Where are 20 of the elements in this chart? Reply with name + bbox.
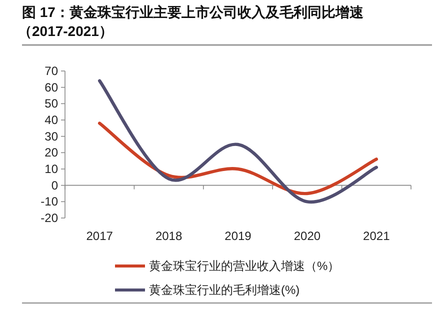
- y-tick-label: -20: [40, 211, 58, 225]
- y-tick-label: 20: [44, 146, 58, 160]
- line-series: [98, 122, 378, 196]
- legend-label: 黄金珠宝行业的毛利增速(%): [149, 283, 300, 297]
- y-tick-label: 0: [51, 178, 58, 192]
- legend-label: 黄金珠宝行业的营业收入增速（%）: [149, 259, 340, 273]
- x-tick-label: 2019: [224, 229, 252, 243]
- y-tick-label: 30: [44, 129, 58, 144]
- y-tick-label: 60: [44, 80, 58, 94]
- chart-title: 图 17：黄金珠宝行业主要上市公司收入及毛利同比增速（2017-2021）: [18, 4, 364, 39]
- y-tick-label: 50: [44, 96, 58, 111]
- x-tick-label: 2017: [86, 229, 114, 243]
- x-tick-label: 2018: [155, 229, 182, 243]
- x-tick-label: 2020: [294, 229, 321, 243]
- y-tick-label: 40: [44, 113, 58, 127]
- y-tick-label: -10: [40, 194, 58, 209]
- line-series: [98, 79, 378, 204]
- y-tick-label: 70: [44, 64, 58, 78]
- x-tick-label: 2021: [363, 229, 390, 243]
- y-tick-label: 10: [44, 162, 58, 176]
